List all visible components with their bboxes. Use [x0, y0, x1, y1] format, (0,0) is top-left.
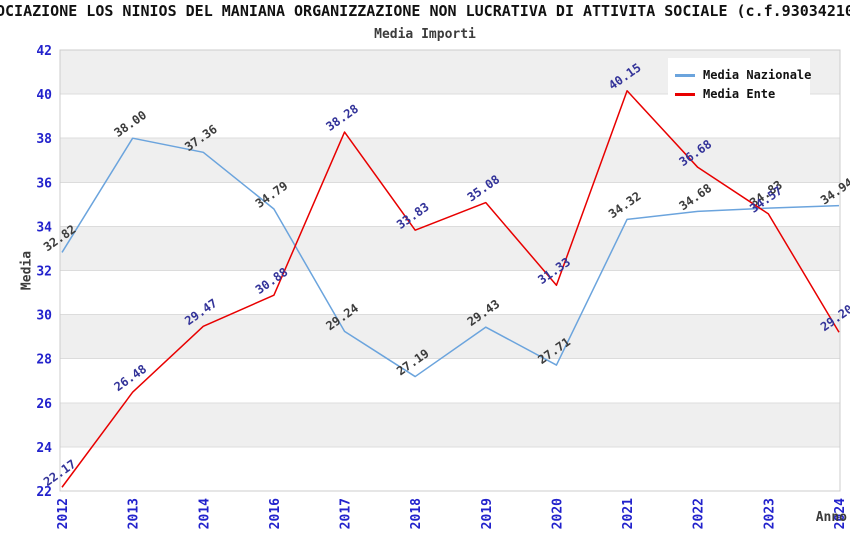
- media-ente-line-swatch: [675, 92, 695, 96]
- grid-band: [60, 226, 840, 271]
- x-tick-label: 2017: [339, 498, 354, 529]
- grid-band: [60, 138, 840, 183]
- chart-title: OCIAZIONE LOS NINIOS DEL MANIANA ORGANIZ…: [0, 2, 850, 20]
- y-tick-label: 30: [36, 309, 52, 324]
- x-tick-label: 2013: [127, 498, 142, 529]
- y-tick-label: 26: [36, 397, 52, 412]
- y-tick-label: 32: [36, 265, 52, 280]
- media-nazionale-data-label: 38.00: [112, 108, 150, 140]
- y-tick-label: 40: [36, 88, 52, 103]
- x-tick-label: 2016: [268, 498, 283, 529]
- y-tick-label: 42: [36, 44, 52, 59]
- x-tick-label: 2020: [550, 498, 565, 529]
- x-tick-label: 2014: [197, 498, 212, 529]
- legend-item-media-ente: Media Ente: [675, 86, 803, 102]
- y-tick-label: 24: [36, 441, 52, 456]
- media-ente-line: [61, 90, 840, 488]
- x-tick-label: 2019: [480, 498, 495, 529]
- chart-legend: Media Nazionale Media Ente: [668, 58, 811, 111]
- media-nazionale-data-label: 34.68: [677, 181, 715, 213]
- x-tick-label: 2024: [833, 498, 848, 529]
- y-tick-label: 36: [36, 176, 52, 191]
- media-ente-data-label: 38.28: [323, 102, 361, 134]
- legend-label: Media Ente: [703, 87, 776, 101]
- x-axis-title: Anno: [815, 510, 847, 525]
- x-tick-label: 2012: [56, 498, 71, 529]
- y-tick-label: 34: [36, 220, 52, 235]
- legend-item-media-nazionale: Media Nazionale: [675, 67, 811, 83]
- chart-subtitle: Media Importi: [374, 27, 476, 42]
- media-nazionale-data-label: 34.79: [253, 179, 291, 211]
- media-nazionale-line: [61, 137, 840, 378]
- y-tick-label: 28: [36, 353, 52, 368]
- x-tick-label: 2021: [621, 498, 636, 529]
- media-nazionale-data-label: 34.32: [606, 189, 644, 221]
- media-ente-data-label: 26.48: [112, 362, 150, 394]
- x-tick-label: 2022: [692, 498, 707, 529]
- y-tick-label: 22: [36, 485, 52, 500]
- grid-band: [60, 402, 840, 447]
- y-tick-label: 38: [36, 132, 52, 147]
- y-axis-title: Media: [19, 250, 35, 291]
- media-nazionale-line-swatch: [675, 73, 695, 77]
- legend-label: Media Nazionale: [703, 68, 812, 82]
- x-tick-label: 2023: [762, 498, 777, 529]
- x-tick-label: 2018: [409, 498, 424, 529]
- plot-border: [59, 49, 841, 492]
